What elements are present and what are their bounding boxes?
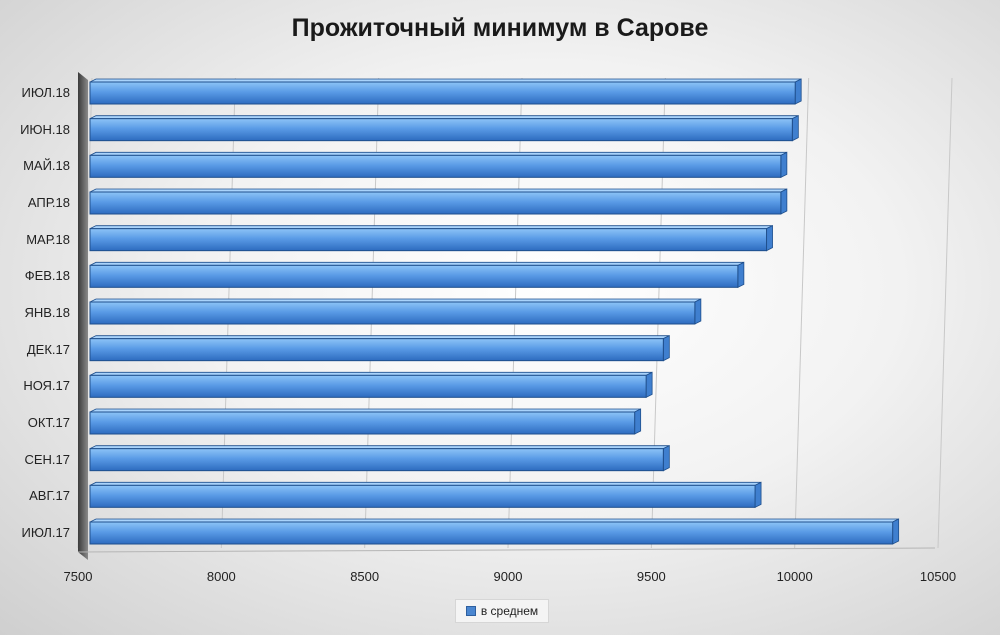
legend-swatch (465, 606, 476, 616)
bar[interactable] (89, 481, 762, 508)
bar-front-face (89, 81, 796, 105)
category-label: АВГ.17 (29, 488, 70, 504)
x-tick-label: 8500 (350, 569, 380, 584)
bar[interactable] (89, 445, 670, 472)
bar[interactable] (89, 78, 802, 105)
bar[interactable] (89, 225, 773, 252)
category-label: НОЯ.17 (23, 378, 70, 394)
x-tick-label: 10000 (776, 569, 813, 584)
bar[interactable] (89, 371, 653, 398)
bar-front-face (89, 154, 782, 178)
bar-end-face (892, 518, 900, 545)
bar-front-face (89, 411, 636, 435)
bar[interactable] (89, 518, 900, 545)
category-label: ОКТ.17 (27, 415, 70, 430)
bar-front-face (89, 301, 696, 325)
bar-end-face (791, 115, 799, 142)
x-tick-label: 10500 (919, 569, 957, 584)
category-label: ИЮН.18 (20, 121, 70, 137)
bar-end-face (645, 371, 653, 398)
bar[interactable] (89, 335, 670, 362)
bar[interactable] (89, 261, 745, 288)
category-label: ФЕВ.18 (24, 268, 70, 284)
chart-wall (78, 72, 88, 560)
bar-front-face (89, 118, 793, 142)
category-label: ЯНВ.18 (24, 305, 70, 320)
x-tick-label: 7500 (63, 569, 93, 584)
bar-front-face (89, 521, 894, 545)
bar-end-face (754, 481, 762, 508)
category-label: ИЮЛ.18 (21, 85, 71, 100)
bar-end-face (766, 225, 773, 252)
bar[interactable] (89, 115, 799, 142)
bar-front-face (89, 191, 782, 215)
legend-label: в среднем (480, 604, 539, 618)
gridline (794, 77, 810, 549)
category-label: ДЕК.17 (26, 341, 70, 357)
bar-end-face (780, 188, 788, 215)
bar-front-face (89, 338, 664, 362)
bar-front-face (89, 374, 647, 398)
bar-end-face (662, 445, 670, 472)
category-label: СЕН.17 (24, 451, 70, 467)
x-tick-label: 9500 (636, 569, 666, 584)
bar[interactable] (89, 151, 788, 178)
x-tick-label: 8000 (206, 569, 236, 584)
bar-end-face (694, 298, 702, 325)
category-label: МАР.18 (26, 231, 70, 247)
bar-front-face (89, 448, 664, 472)
bar-front-face (89, 264, 739, 288)
bar-end-face (634, 408, 642, 435)
bar[interactable] (89, 188, 788, 215)
chart-title: Прожиточный минимум в Сарове (291, 14, 709, 42)
bar-front-face (89, 228, 768, 252)
chart-floor (77, 547, 936, 553)
bar-end-face (662, 335, 670, 362)
bar-front-face (89, 484, 756, 508)
bar-end-face (794, 78, 802, 105)
category-label: ИЮЛ.17 (21, 525, 71, 540)
legend[interactable]: в среднем (455, 599, 549, 623)
bar[interactable] (89, 298, 702, 325)
category-label: МАЙ.18 (23, 158, 70, 174)
gridline (937, 77, 953, 549)
bar-end-face (780, 151, 788, 178)
category-label: АПР.18 (27, 195, 70, 210)
bar[interactable] (89, 408, 642, 435)
bar-end-face (737, 261, 745, 288)
x-tick-label: 9000 (493, 569, 523, 584)
